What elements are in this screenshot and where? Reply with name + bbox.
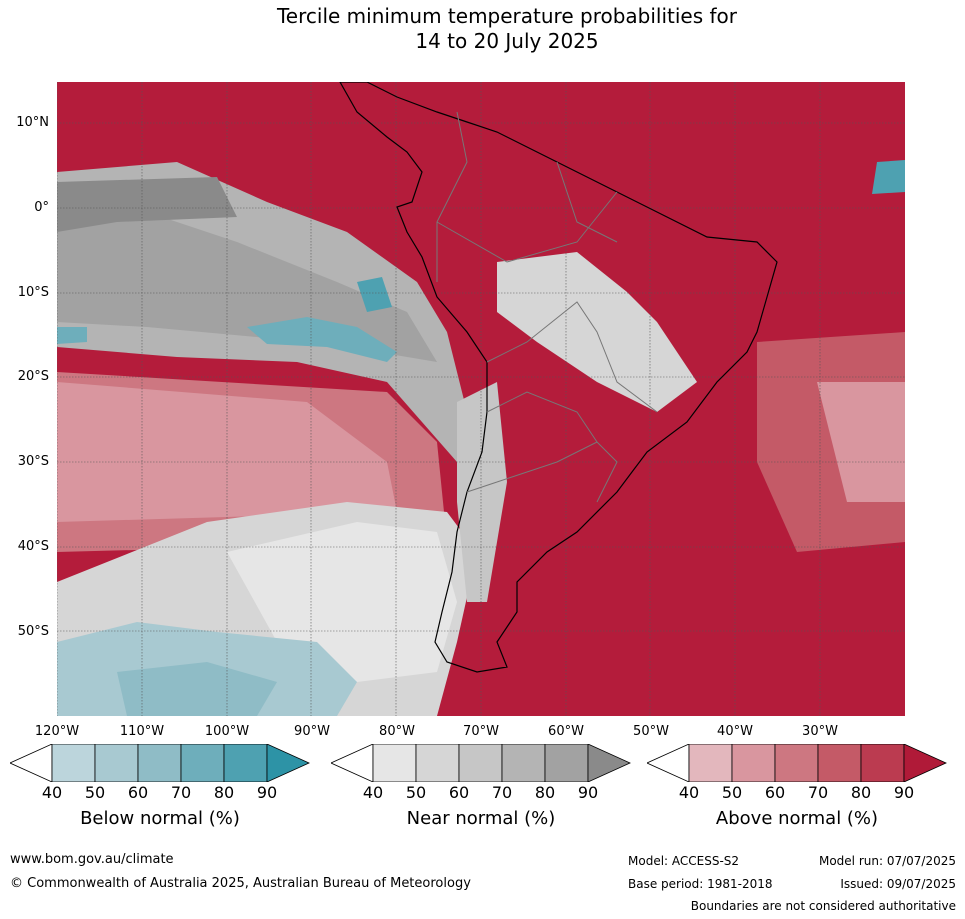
colorbar-near-swatch-4 [501, 744, 546, 782]
colorbar-near-normal [331, 744, 631, 782]
near-tick-90: 90 [577, 783, 599, 802]
issued-text: Issued: 09/07/2025 [840, 877, 956, 891]
colorbar-below-swatch-5 [223, 744, 268, 782]
above-normal-label: Above normal (%) [715, 808, 879, 829]
website-text: www.bom.gov.au/climate [10, 852, 174, 867]
probability-map [57, 82, 905, 716]
copyright-text: © Commonwealth of Australia 2025, Austra… [10, 876, 471, 891]
graticule [57, 82, 905, 716]
lon-label-100w: 100°W [204, 724, 250, 739]
near-normal-label: Near normal (%) [406, 808, 556, 829]
colorbar-below-normal [10, 744, 310, 782]
colorbar-below-swatch-4 [180, 744, 225, 782]
below-tick-60: 60 [127, 783, 149, 802]
lon-label-50w: 50°W [633, 724, 669, 739]
title-line-2: 14 to 20 July 2025 [415, 29, 599, 53]
coastline [339, 82, 778, 673]
below-tick-50: 50 [84, 783, 106, 802]
disclaimer-text: Boundaries are not considered authoritat… [690, 899, 956, 913]
lon-label-110w: 110°W [119, 724, 165, 739]
above-tick-70: 70 [807, 783, 829, 802]
lon-label-80w: 80°W [379, 724, 415, 739]
below-normal-west-patch [57, 327, 87, 344]
below-tick-40: 40 [41, 783, 63, 802]
below-normal-peru-patch [357, 277, 392, 312]
map-graphic [57, 82, 905, 716]
colorbar-below-swatch-3 [137, 744, 182, 782]
below-tick-80: 80 [213, 783, 235, 802]
colorbar-above-swatch-0 [647, 744, 690, 782]
above-normal-50-atlantic [817, 382, 905, 502]
above-tick-60: 60 [764, 783, 786, 802]
lon-label-60w: 60°W [548, 724, 584, 739]
colorbar-near-swatch-1 [372, 744, 417, 782]
below-tick-70: 70 [170, 783, 192, 802]
lon-label-90w: 90°W [294, 724, 330, 739]
lat-label-0: 0° [34, 200, 49, 215]
chart-title: Tercile minimum temperature probabilitie… [0, 4, 965, 54]
below-normal-label: Below normal (%) [80, 808, 240, 829]
near-normal-90-patch [57, 177, 237, 232]
near-tick-70: 70 [491, 783, 513, 802]
colorbar-below-swatch-0 [10, 744, 53, 782]
above-tick-80: 80 [850, 783, 872, 802]
colorbar-near-swatch-0 [331, 744, 374, 782]
below-normal-atlantic-patch [872, 160, 905, 194]
near-tick-40: 40 [362, 783, 384, 802]
lat-label-40s: 40°S [17, 539, 49, 554]
near-tick-60: 60 [448, 783, 470, 802]
colorbar-above-swatch-5 [860, 744, 905, 782]
colorbar-above-swatch-1 [688, 744, 733, 782]
model-text: Model: ACCESS-S2 [628, 854, 740, 868]
near-tick-80: 80 [534, 783, 556, 802]
lon-label-30w: 30°W [802, 724, 838, 739]
lon-label-70w: 70°W [463, 724, 499, 739]
below-normal-pacific-patch [247, 317, 397, 362]
national-borders [436, 111, 658, 503]
colorbar-above-swatch-6 [903, 744, 947, 782]
colorbar-below-swatch-1 [51, 744, 96, 782]
colorbar-near-swatch-6 [587, 744, 631, 782]
colorbar-above-normal [647, 744, 947, 782]
colorbar-below-swatch-6 [266, 744, 310, 782]
lat-label-10s: 10°S [17, 285, 49, 300]
near-tick-50: 50 [405, 783, 427, 802]
colorbar-above-swatch-3 [774, 744, 819, 782]
colorbar-near-svg [331, 744, 631, 782]
above-tick-40: 40 [678, 783, 700, 802]
title-line-1: Tercile minimum temperature probabilitie… [276, 4, 738, 28]
colorbar-near-swatch-2 [415, 744, 460, 782]
lat-label-20s: 20°S [17, 369, 49, 384]
colorbar-below-swatch-2 [94, 744, 139, 782]
lat-label-30s: 30°S [17, 454, 49, 469]
colorbar-near-swatch-5 [544, 744, 589, 782]
below-tick-90: 90 [256, 783, 278, 802]
lon-label-40w: 40°W [717, 724, 753, 739]
below-normal-south-core [117, 662, 277, 716]
colorbar-above-swatch-2 [731, 744, 776, 782]
colorbar-above-svg [647, 744, 947, 782]
colorbar-above-swatch-4 [817, 744, 862, 782]
colorbar-near-swatch-3 [458, 744, 503, 782]
lon-label-120w: 120°W [34, 724, 80, 739]
base-period-text: Base period: 1981-2018 [628, 877, 773, 891]
model-run-text: Model run: 07/07/2025 [818, 854, 956, 868]
colorbar-below-svg [10, 744, 310, 782]
lat-label-10n: 10°N [16, 115, 49, 130]
lat-label-50s: 50°S [17, 624, 49, 639]
above-tick-50: 50 [721, 783, 743, 802]
above-tick-90: 90 [893, 783, 915, 802]
